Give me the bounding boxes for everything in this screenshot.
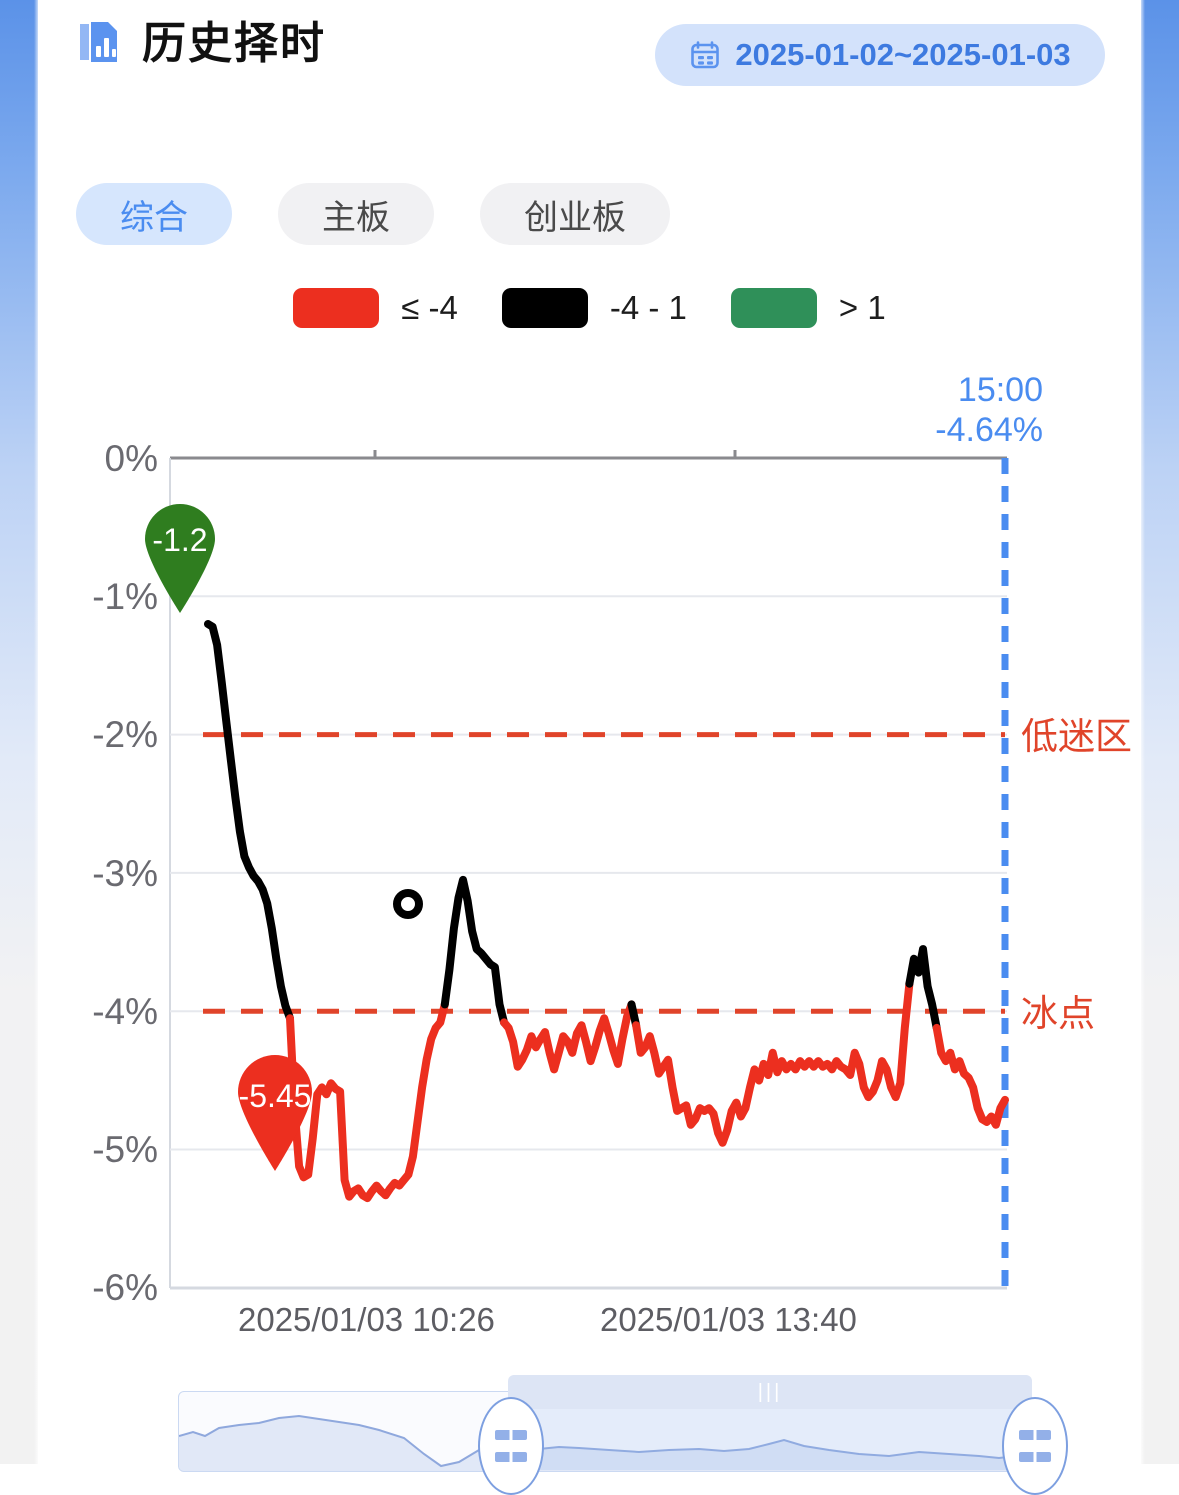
timing-chart[interactable]: 15:00 -4.64% 0% -1%: [38, 355, 1141, 1338]
legend-item-black[interactable]: -4 - 1: [501, 288, 731, 328]
high-value-pin: -1.2: [133, 497, 227, 613]
legend-swatch-red: [293, 288, 380, 328]
ytick-6: -6%: [92, 1267, 158, 1308]
page-header: 历史择时 2025-01-02~2025-01-03: [38, 0, 1141, 110]
ytick-0: 0%: [105, 438, 158, 479]
slider-grip-icon: |||: [757, 1381, 783, 1403]
market-tabs: 综合 主板 创业板: [76, 183, 670, 245]
page-content: 历史择时 2025-01-02~2025-01-03 综合 主板 创业板 ≤ -…: [38, 0, 1141, 1495]
threshold-label-bingdian: 冰点: [1021, 993, 1095, 1034]
tab-main-board[interactable]: 主板: [278, 183, 434, 245]
ytick-1: -1%: [92, 576, 158, 617]
tab-chinext[interactable]: 创业板: [480, 183, 670, 245]
last-point-value: -4.64%: [935, 411, 1043, 449]
handle-bar-icon: [495, 1430, 527, 1440]
date-range-button[interactable]: 2025-01-02~2025-01-03: [655, 24, 1105, 86]
ytick-2: -2%: [92, 714, 158, 755]
chart-legend: ≤ -4 -4 - 1 > 1: [38, 288, 1141, 328]
legend-swatch-green: [730, 288, 817, 328]
series-line: [204, 620, 1009, 1203]
handle-bar-icon: [495, 1452, 527, 1462]
threshold-label-dimi: 低迷区: [1021, 716, 1132, 757]
xtick-label-2: 2025/01/03 13:40: [600, 1301, 857, 1338]
slider-window-bar[interactable]: |||: [508, 1375, 1032, 1409]
calendar-icon: [691, 41, 720, 69]
chart-document-icon: [80, 20, 119, 64]
data-zoom-slider[interactable]: |||: [178, 1375, 1068, 1495]
legend-label-black: -4 - 1: [609, 289, 687, 326]
legend-label-green: > 1: [838, 289, 886, 326]
handle-bar-icon: [1019, 1430, 1051, 1440]
legend-label-red: ≤ -4: [401, 289, 458, 326]
pin-shape-green: [145, 504, 215, 613]
ytick-4: -4%: [92, 991, 158, 1032]
low-value-label: -5.45: [238, 1078, 312, 1114]
slider-right-handle[interactable]: [1002, 1397, 1068, 1495]
chart-canvas: 0% -1% -2% -3% -4% -5% -6% 低迷区 冰点: [92, 438, 1132, 1308]
date-range-label: 2025-01-02~2025-01-03: [735, 37, 1071, 72]
pin-shape-red: [238, 1055, 312, 1171]
xtick-label-1: 2025/01/03 10:26: [238, 1301, 495, 1338]
slider-left-handle[interactable]: [478, 1397, 544, 1495]
ytick-3: -3%: [92, 853, 158, 894]
ytick-5: -5%: [92, 1129, 158, 1170]
last-point-annotation: 15:00 -4.64%: [935, 370, 1043, 450]
legend-item-red[interactable]: ≤ -4: [293, 288, 502, 328]
high-value-label: -1.2: [152, 522, 208, 558]
peak-point-marker: [393, 889, 423, 919]
page-title: 历史择时: [142, 19, 326, 68]
legend-item-green[interactable]: > 1: [730, 288, 886, 328]
handle-bar-icon: [1019, 1452, 1051, 1462]
low-value-pin: -5.45: [224, 1047, 326, 1171]
tab-comprehensive[interactable]: 综合: [76, 183, 232, 245]
right-gradient-edge: [1139, 0, 1179, 1464]
last-point-time: 15:00: [957, 371, 1043, 409]
brand: 历史择时: [76, 18, 326, 70]
left-gradient-edge: [0, 0, 40, 1464]
y-axis-labels: 0% -1% -2% -3% -4% -5% -6%: [92, 438, 158, 1308]
legend-swatch-black: [501, 288, 588, 328]
threshold-lines: 低迷区 冰点: [203, 716, 1132, 1034]
